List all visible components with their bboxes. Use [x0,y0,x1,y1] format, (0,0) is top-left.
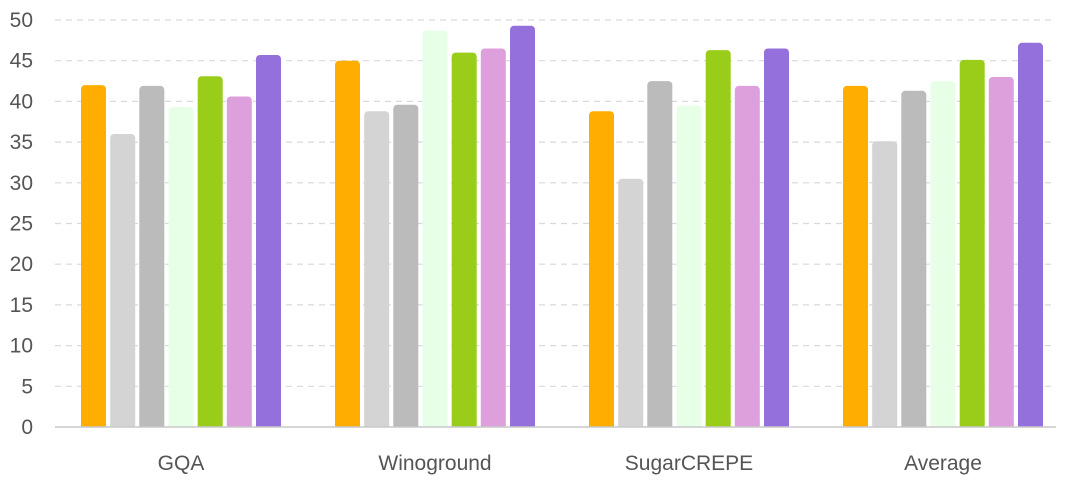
x-category-label: Winoground [378,452,491,475]
bar-base [480,422,506,427]
bar [197,76,223,427]
bar-base [451,422,477,427]
bar-base [110,422,136,427]
bar-base [901,422,927,427]
bar [480,48,506,427]
bar [226,96,252,427]
y-tick-label: 50 [10,9,33,32]
bar-base [647,422,673,427]
bar [335,60,360,427]
bar [110,134,136,427]
y-axis-ticks: 0 5 10 15 20 25 30 35 40 45 50 [10,9,33,439]
bar [364,111,390,427]
bar [393,104,419,427]
bar-base [393,422,419,427]
bar-base [1018,422,1043,427]
bar [451,52,477,427]
x-axis-categories: GQA Winoground SugarCREPE Average [158,452,982,475]
bar [589,111,614,427]
x-category-label: SugarCREPE [625,452,753,475]
y-tick-label: 40 [10,90,33,113]
bar-base [843,422,868,427]
bar [930,81,956,427]
y-tick-label: 5 [21,375,33,398]
bar [843,85,868,428]
bar [647,81,673,427]
y-tick-label: 20 [10,253,33,276]
bar-base [422,422,448,427]
bar [256,55,281,427]
y-tick-label: 0 [21,416,33,439]
bar [422,30,448,427]
bar-base [589,422,614,427]
bar-base [197,422,223,427]
y-tick-label: 25 [10,213,33,236]
bar [510,25,535,427]
bar [1018,42,1043,428]
y-tick-label: 30 [10,172,33,195]
bar-base [734,422,760,427]
bar-base [930,422,956,427]
bar-base [335,422,360,427]
bar-base [988,422,1014,427]
bar-base [872,422,898,427]
bar-base [676,422,702,427]
y-tick-label: 10 [10,335,33,358]
bar-base [764,422,789,427]
bar [81,85,106,427]
bar [618,178,644,427]
bar [168,107,194,427]
bar [139,85,165,428]
bar-base [364,422,390,427]
x-category-label: Average [904,452,982,475]
bar [901,90,927,428]
bar-base [510,422,535,427]
bar [676,105,702,427]
bar [988,77,1014,427]
bar [705,50,731,427]
bar [872,141,898,428]
bar-base [959,422,985,427]
x-category-label: GQA [158,452,205,475]
y-tick-label: 45 [10,50,33,73]
bar-base [139,422,165,427]
y-tick-label: 15 [10,294,33,317]
bar-base [618,422,644,427]
bar-base [168,422,194,427]
bar-base [705,422,731,427]
bar-base [81,422,106,427]
y-tick-label: 35 [10,131,33,154]
bars-layer [81,25,1043,428]
bar-base [226,422,252,427]
bar [764,48,789,427]
bar [959,59,985,428]
bar [734,85,760,428]
bar-base [256,422,281,427]
